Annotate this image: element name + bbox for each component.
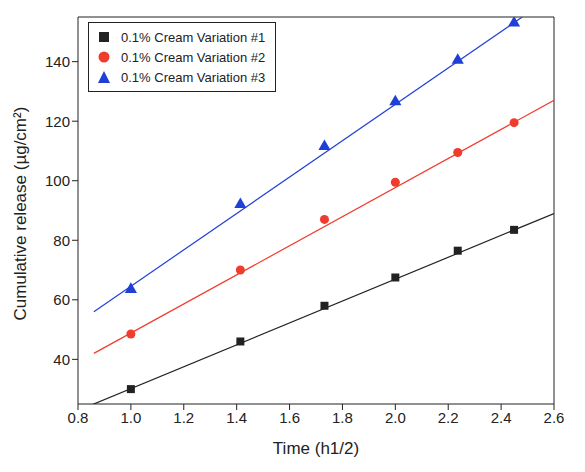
svg-text:1.8: 1.8 <box>332 409 353 426</box>
svg-text:1.2: 1.2 <box>173 409 194 426</box>
svg-text:2.4: 2.4 <box>491 409 512 426</box>
svg-text:140: 140 <box>45 53 70 70</box>
svg-text:1.6: 1.6 <box>279 409 300 426</box>
svg-text:2.0: 2.0 <box>385 409 406 426</box>
html-text:0.1% Cream Variation #1: 0.1% Cream Variation #1 <box>121 29 266 45</box>
svg-text:Cumulative release (µg/cm²): Cumulative release (µg/cm²) <box>11 107 30 321</box>
svg-text:1.4: 1.4 <box>226 409 247 426</box>
svg-text:100: 100 <box>45 172 70 189</box>
svg-text:0.8: 0.8 <box>68 409 89 426</box>
svg-text:120: 120 <box>45 113 70 130</box>
svg-text:60: 60 <box>53 291 70 308</box>
svg-text:2.2: 2.2 <box>438 409 459 426</box>
svg-text:Time (h1/2): Time (h1/2) <box>273 439 359 458</box>
svg-text:80: 80 <box>53 232 70 249</box>
svg-text:2.6: 2.6 <box>544 409 565 426</box>
svg-text:40: 40 <box>53 351 70 368</box>
svg-text:1.0: 1.0 <box>120 409 141 426</box>
html-text:0.1% Cream Variation #2: 0.1% Cream Variation #2 <box>121 49 266 65</box>
html-text:0.1% Cream Variation #3: 0.1% Cream Variation #3 <box>121 69 266 85</box>
